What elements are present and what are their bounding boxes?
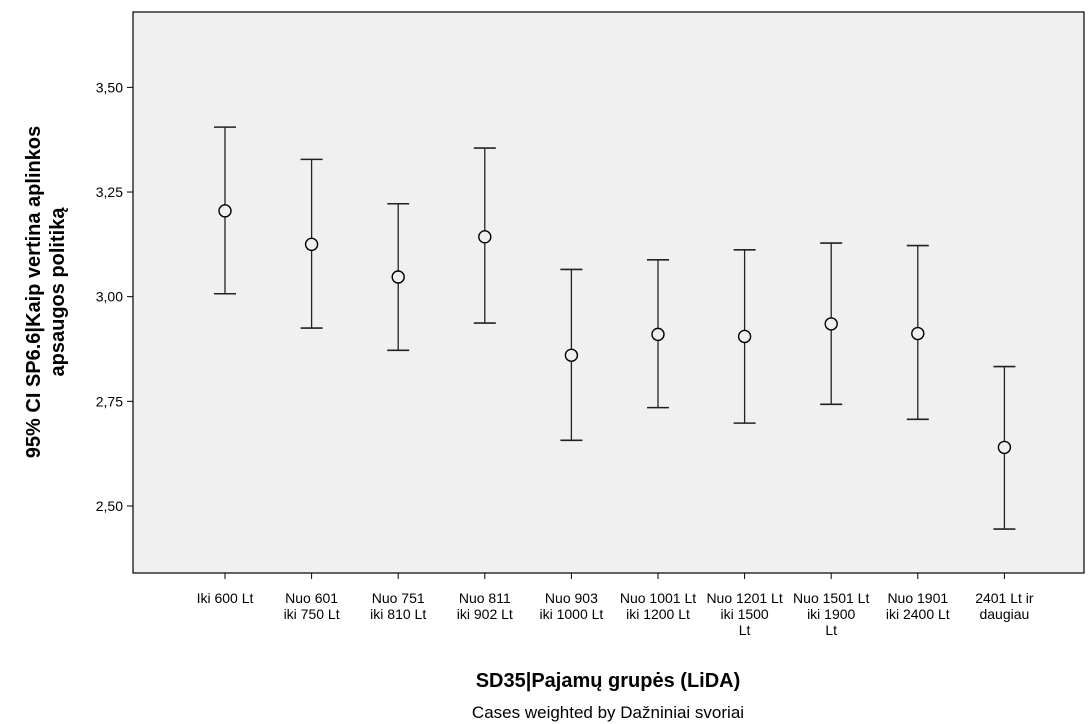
x-tick-label-6-line-0: Nuo 1201 Lt [706,590,782,606]
y-axis-title-line-2: apsaugos politiką [47,207,69,377]
x-tick-label-2-line-0: Nuo 751 [372,590,425,606]
y-axis-title-line-1: 95% CI SP6.6|Kaip vertina aplinkos [23,126,45,458]
error-bar-8 [906,244,929,421]
x-tick-label-9-line-0: 2401 Lt ir [975,590,1034,606]
y-tick-label-4: 3,50 [96,79,123,95]
y-tick-label-1: 2,75 [96,393,123,409]
x-tick-label-5-line-1: iki 1200 Lt [626,606,690,622]
error-bar-1 [300,158,323,329]
error-bar-0 [214,126,236,295]
mean-point-8 [911,326,925,341]
mean-point-7 [824,317,838,331]
x-tick-label-2-line-1: iki 810 Lt [370,606,426,622]
error-bar-3 [473,147,496,324]
x-tick-label-8-line-1: iki 2400 Lt [886,606,950,622]
error-bars [214,126,1016,530]
x-tick-label-1-line-1: iki 750 Lt [284,606,340,622]
plot-area [132,11,1085,574]
y-tick-label-0: 2,50 [96,498,123,514]
mean-point-3 [478,230,492,244]
x-tick-label-7-line-0: Nuo 1501 Lt [793,590,869,606]
error-bar-9 [993,365,1016,530]
x-tick-label-5-line-0: Nuo 1001 Lt [620,590,696,606]
x-axis-title: SD35|Pajamų grupės (LiDA) [476,670,741,692]
y-axis: 2,50 2,75 3,00 3,25 3,50 [96,79,133,514]
x-tick-label-0-line-0: Iki 600 Lt [197,590,254,606]
x-tick-label-4-line-1: iki 1000 Lt [539,606,603,622]
error-bar-6 [733,248,756,424]
mean-point-2 [391,270,405,284]
x-tick-label-0: Iki 600 Lt [197,590,254,606]
footnote: Cases weighted by Dažniniai svoriai [472,703,744,722]
mean-point-6 [737,329,752,344]
x-tick-label-4-line-0: Nuo 903 [545,590,598,606]
x-tick-label-3-line-0: Nuo 811 [459,590,511,606]
y-tick-label-3: 3,25 [96,184,123,200]
error-bar-2 [387,202,410,352]
y-tick-label-2: 3,00 [96,289,123,305]
x-tick-label-9-line-1: daugiau [979,606,1029,622]
error-bar-5 [647,259,669,409]
x-tick-label-7-line-1: iki 1900 [807,606,855,622]
y-axis-title: 95% CI SP6.6|Kaip vertina aplinkos apsau… [23,126,69,458]
x-tick-label-8-line-0: Nuo 1901 [887,590,948,606]
mean-point-0 [218,204,232,218]
mean-point-4 [564,348,579,362]
x-axis [224,573,1005,579]
x-tick-label-1-line-0: Nuo 601 [285,590,338,606]
x-tick-label-6-line-2: Lt [739,622,751,638]
x-tick-label-3-line-1: iki 902 Lt [457,606,513,622]
error-bar-4 [560,268,583,442]
mean-point-9 [997,440,1012,455]
mean-point-5 [651,327,665,342]
x-tick-label-7-line-2: Lt [825,622,837,638]
x-tick-label-6-line-1: iki 1500 [720,606,768,622]
mean-point-1 [304,237,319,252]
error-bar-7 [820,242,843,406]
